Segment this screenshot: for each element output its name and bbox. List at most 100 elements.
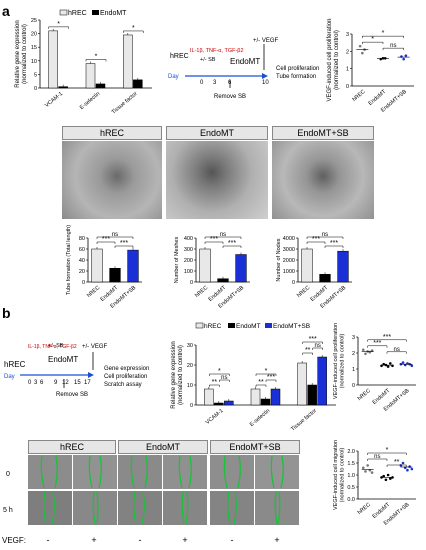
a_gene-ytick-label-5: 25 bbox=[31, 18, 37, 24]
b_prolif-point-0-0 bbox=[361, 348, 365, 352]
b_gene-bar-0-0 bbox=[204, 388, 214, 406]
b_migr-annotation-2: ** bbox=[394, 459, 400, 466]
a_nodes-bar-2 bbox=[337, 250, 349, 283]
b_prolif-point-2-1 bbox=[401, 361, 405, 364]
a_gene-bracket-2 bbox=[123, 30, 144, 33]
a_prolif-ytick-label-1: 1 bbox=[346, 67, 349, 73]
a_gene-bar-2-1 bbox=[133, 79, 143, 89]
b_prolif-bracket-1 bbox=[367, 339, 407, 342]
b_gene-xtick-label-2: Tissue factor bbox=[290, 408, 318, 433]
a_nodes-ytick-label-0: 0 bbox=[292, 280, 295, 286]
a_gene-bar-0-0 bbox=[48, 30, 58, 89]
a_tube-ytick-label-0: 0 bbox=[82, 280, 85, 286]
b_prolif-ytick-label-3: 3 bbox=[352, 335, 355, 341]
timeline-b-day12: 12 bbox=[62, 380, 69, 386]
timeline-a-outcome-1: Cell proliferation bbox=[276, 66, 319, 72]
b_gene-xtick-label-1: E-selectin bbox=[249, 408, 271, 428]
a_tube-bracket-1 bbox=[96, 241, 116, 244]
b_gene-ytick-label-3: 30 bbox=[187, 343, 193, 349]
b_migr-point-2-4 bbox=[408, 465, 411, 468]
a_prolif-point-0-0 bbox=[358, 44, 362, 48]
b_gene-bar-2-2 bbox=[317, 356, 327, 406]
a_tube-bracket-0 bbox=[96, 236, 134, 239]
a_tube-annotation-2: *** bbox=[120, 240, 128, 247]
a_tube-ytick-label-2: 40 bbox=[79, 258, 85, 264]
a_prolif-annotation-1: * bbox=[382, 30, 385, 37]
a_gene-ylabel-0: Relative gene expression bbox=[15, 20, 21, 87]
timeline-a-day3: 3 bbox=[213, 80, 217, 86]
a_prolif-point-2-2 bbox=[404, 54, 408, 57]
a_gene-bar-1-0 bbox=[85, 63, 96, 89]
timeline-a-endpoint: EndoMT bbox=[230, 57, 260, 66]
b_gene-annotation-3: ** bbox=[258, 379, 264, 386]
scratch-image-r0-c3 bbox=[163, 455, 207, 489]
timeline-b-cytokines: IL-1β, TNF-α, TGF-β2 bbox=[28, 344, 77, 350]
b_prolif-bracket-2 bbox=[386, 351, 407, 354]
b_migr-point-0-0 bbox=[361, 466, 365, 470]
scratch-image-r0-c5 bbox=[255, 455, 299, 489]
legend-b: hREC EndoMT EndoMT+SB bbox=[195, 322, 310, 330]
a_nodes-xtick-label-0: hREC bbox=[296, 285, 311, 299]
a_tube-ytick-label-3: 60 bbox=[79, 247, 85, 253]
a_tube-annotation-1: *** bbox=[102, 236, 110, 243]
a_prolif-point-0-1 bbox=[361, 51, 364, 55]
b_gene-ylabel-0: Relative gene expression bbox=[171, 341, 177, 408]
a_meshes-xtick-label-0: hREC bbox=[194, 285, 209, 299]
b_prolif-point-0-1 bbox=[364, 352, 367, 356]
b_gene-bar-0-2 bbox=[224, 400, 234, 406]
photo-header-hrec-b: hREC bbox=[28, 440, 116, 454]
b_gene-annotation-5: * bbox=[265, 368, 268, 375]
b_migr-point-1-4 bbox=[389, 477, 392, 480]
scratch-image-r0-c0 bbox=[28, 455, 72, 489]
b_migr-bracket-1 bbox=[367, 452, 407, 455]
a_gene-ylabel-1: (normalized to control) bbox=[22, 24, 28, 84]
timeline-b-day3: 3 bbox=[34, 380, 38, 386]
b_migr-bracket-0 bbox=[367, 458, 388, 461]
timeline-b-day17: 17 bbox=[84, 380, 91, 386]
photo-header-endomtsb-b: EndoMT+SB bbox=[210, 440, 300, 454]
b_prolif-ylabel-1: (normalized to control) bbox=[340, 333, 346, 388]
tube-image-endomtsb bbox=[272, 141, 374, 219]
b_gene-ylabel-1: (normalized to control) bbox=[178, 345, 184, 405]
vegf-mark-4: - bbox=[231, 535, 234, 545]
b_gene-annotation-7: ns bbox=[314, 343, 320, 349]
a_prolif-annotation-2: ns bbox=[390, 43, 396, 49]
b_gene-bar-1-0 bbox=[250, 388, 261, 406]
a_tube-bracket-2 bbox=[114, 245, 134, 248]
b_gene-bracket-1 bbox=[219, 379, 230, 382]
a_meshes-ylabel-0: Number of Meshes bbox=[174, 237, 180, 284]
timeline-b-day15: 15 bbox=[74, 380, 81, 386]
timeline-b-endpoint: EndoMT bbox=[48, 355, 78, 364]
photo-header-endomt-b: EndoMT bbox=[118, 440, 208, 454]
legend-b-swatch-hrec bbox=[195, 322, 204, 329]
b_gene-bar-0-1 bbox=[214, 402, 224, 406]
timeline-a-day10: 10 bbox=[262, 80, 269, 86]
b_gene-annotation-4: *** bbox=[267, 374, 275, 381]
b_gene-bar-2-0 bbox=[297, 362, 307, 406]
b_gene-bracket-8 bbox=[302, 341, 323, 344]
a_prolif-ytick-label-3: 3 bbox=[346, 32, 349, 38]
timeline-a-vegf: +/- VEGF bbox=[253, 38, 279, 44]
b_prolif-xtick-label-0: hREC bbox=[357, 388, 372, 402]
panel-a-letter: a bbox=[2, 3, 10, 19]
a_meshes-annotation-0: ns bbox=[220, 232, 226, 238]
b_migr-point-1-2 bbox=[384, 478, 388, 482]
a_nodes-ylabel-0: Number of Nodes bbox=[276, 238, 282, 281]
a_prolif-xtick-label-0: hREC bbox=[352, 89, 367, 103]
b_gene-annotation-6: ** bbox=[305, 347, 311, 354]
a_nodes-bracket-1 bbox=[306, 241, 326, 244]
a_prolif-ytick-label-2: 2 bbox=[346, 49, 349, 55]
b_migr-point-0-2 bbox=[366, 464, 369, 467]
b_migr-xtick-label-0: hREC bbox=[357, 502, 372, 516]
panel-b-letter: b bbox=[2, 305, 11, 321]
b_prolif-ytick-label-1: 1 bbox=[352, 367, 355, 373]
timeline-b-remove: Remove SB bbox=[56, 392, 88, 398]
a_tube-ytick-label-4: 80 bbox=[79, 236, 85, 242]
a_gene-ytick-label-4: 20 bbox=[31, 32, 37, 38]
a_nodes-bar-1 bbox=[319, 274, 331, 283]
a_gene-xtick-label-0: VCAM-1 bbox=[44, 91, 64, 109]
b_prolif-annotation-0: *** bbox=[373, 340, 381, 347]
a_gene-bracket-1 bbox=[85, 59, 107, 62]
b_gene-xtick-label-0: VCAM-1 bbox=[205, 408, 225, 426]
